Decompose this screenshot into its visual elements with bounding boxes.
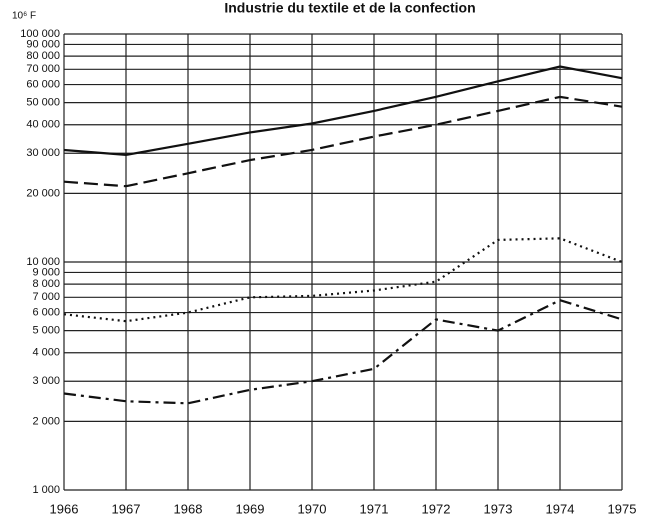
- x-tick-label: 1969: [236, 501, 265, 516]
- x-tick-label: 1973: [484, 501, 513, 516]
- y-tick-label: 70 000: [26, 63, 60, 75]
- y-tick-label: 6 000: [32, 306, 60, 318]
- series-line: [63, 237, 623, 323]
- series-line: [63, 65, 623, 156]
- x-tick-label: 1970: [298, 501, 327, 516]
- y-tick-label: 60 000: [26, 78, 60, 90]
- x-tick-label: 1975: [608, 501, 637, 516]
- x-tick-label: 1972: [422, 501, 451, 516]
- y-tick-label: 1 000: [32, 484, 60, 496]
- y-tick-label: 4 000: [32, 347, 60, 359]
- y-tick-label: 50 000: [26, 97, 60, 109]
- y-tick-label: 40 000: [26, 119, 60, 131]
- y-unit: 10⁶ F: [12, 11, 36, 22]
- y-tick-label: 5 000: [32, 325, 60, 337]
- chart-title: Industrie du textile et de la confection: [224, 0, 475, 16]
- series-line: [63, 95, 623, 188]
- y-tick-label: 80 000: [26, 50, 60, 62]
- y-tick-label: 10 000: [26, 256, 60, 268]
- y-tick-label: 30 000: [26, 147, 60, 159]
- y-tick-label: 90 000: [26, 38, 60, 50]
- x-tick-label: 1966: [50, 501, 79, 516]
- x-tick-label: 1968: [174, 501, 203, 516]
- y-tick-label: 2 000: [32, 415, 60, 427]
- y-tick-label: 20 000: [26, 187, 60, 199]
- x-tick-label: 1971: [360, 501, 389, 516]
- x-tick-label: 1967: [112, 501, 141, 516]
- series-line: [63, 299, 623, 405]
- y-tick-label: 8 000: [32, 278, 60, 290]
- y-tick-label: 7 000: [32, 291, 60, 303]
- y-tick-label: 3 000: [32, 375, 60, 387]
- y-tick-label: 9 000: [32, 266, 60, 278]
- x-tick-label: 1974: [546, 501, 575, 516]
- y-tick-label: 100 000: [20, 28, 60, 40]
